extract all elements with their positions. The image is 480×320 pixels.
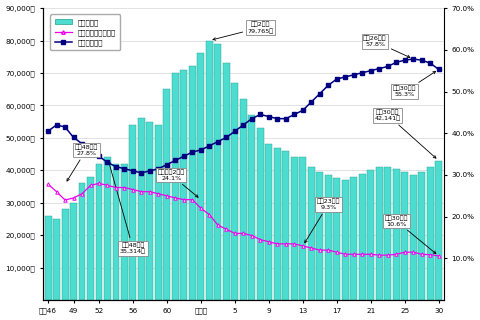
Bar xyxy=(350,177,357,300)
Bar xyxy=(164,89,170,300)
Bar xyxy=(248,115,255,300)
Bar xyxy=(104,157,111,300)
Bar xyxy=(146,122,154,300)
Bar xyxy=(180,70,187,300)
Bar xyxy=(215,44,221,300)
Bar xyxy=(384,167,391,300)
Bar xyxy=(79,183,85,300)
Bar xyxy=(401,172,408,300)
Bar xyxy=(121,164,128,300)
Bar xyxy=(367,170,374,300)
Bar xyxy=(333,179,340,300)
Bar xyxy=(61,209,69,300)
Text: 平成元・2年度
24.1%: 平成元・2年度 24.1% xyxy=(157,169,198,197)
Bar xyxy=(410,175,417,300)
Bar xyxy=(223,63,230,300)
Bar xyxy=(265,144,272,300)
Bar xyxy=(240,99,247,300)
Bar xyxy=(197,53,204,300)
Bar xyxy=(257,128,264,300)
Bar xyxy=(206,41,213,300)
Bar xyxy=(112,164,120,300)
Bar xyxy=(342,180,349,300)
Bar xyxy=(231,83,239,300)
Bar xyxy=(393,169,400,300)
Bar xyxy=(172,73,179,300)
Bar xyxy=(96,164,102,300)
Text: 平成30年度
10.6%: 平成30年度 10.6% xyxy=(384,215,436,253)
Bar xyxy=(300,157,306,300)
Bar xyxy=(155,125,162,300)
Bar xyxy=(427,167,434,300)
Text: 昭和48年度
27.8%: 昭和48年度 27.8% xyxy=(67,144,98,181)
Bar xyxy=(418,172,425,300)
Text: 平成30年度
55.3%: 平成30年度 55.3% xyxy=(393,71,436,97)
Text: 平成26年度
57.8%: 平成26年度 57.8% xyxy=(363,36,410,58)
Text: 平成23年度
9.3%: 平成23年度 9.3% xyxy=(305,198,340,243)
Text: 平成30年度
42,141人: 平成30年度 42,141人 xyxy=(375,109,436,158)
Bar xyxy=(308,167,315,300)
Bar xyxy=(274,148,281,300)
Bar xyxy=(282,151,289,300)
Bar xyxy=(435,161,442,300)
Bar xyxy=(87,177,94,300)
Bar xyxy=(70,203,77,300)
Bar xyxy=(376,167,383,300)
Bar xyxy=(53,219,60,300)
Bar xyxy=(359,174,366,300)
Bar xyxy=(45,216,51,300)
Bar xyxy=(325,175,332,300)
Legend: 卒業者総数, 就職率（就職のみ）, 大学等進学率: 卒業者総数, 就職率（就職のみ）, 大学等進学率 xyxy=(50,14,120,50)
Bar xyxy=(316,172,324,300)
Bar xyxy=(130,125,136,300)
Bar xyxy=(138,118,145,300)
Bar xyxy=(291,157,298,300)
Text: 平成2年度
79,765人: 平成2年度 79,765人 xyxy=(213,21,274,40)
Bar xyxy=(189,67,196,300)
Text: 昭和48年度
35,314人: 昭和48年度 35,314人 xyxy=(108,161,146,254)
